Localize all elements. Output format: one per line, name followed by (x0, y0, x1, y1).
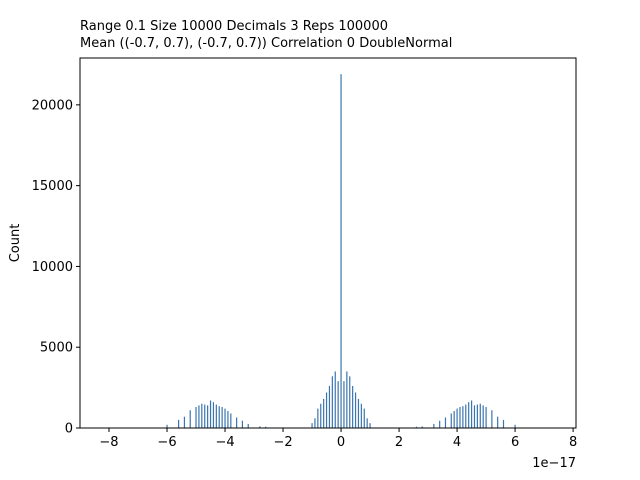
histogram-bar (497, 416, 499, 428)
histogram-bar (459, 407, 461, 428)
histogram-bar (346, 371, 348, 428)
histogram-bar (343, 381, 345, 428)
histogram-bar (450, 413, 452, 428)
x-tick-label: 6 (511, 435, 519, 450)
y-tick-label: 0 (65, 422, 73, 437)
histogram-bar (323, 398, 325, 428)
y-axis-ticks: 0 5000 10000 15000 20000 (32, 98, 80, 437)
plot-area-frame (79, 57, 577, 429)
histogram-bar (218, 406, 220, 428)
histogram-bar (178, 419, 180, 428)
histogram-bar (502, 419, 505, 428)
histogram-bar (331, 376, 333, 428)
y-tick-label: 10000 (32, 260, 73, 275)
histogram-bar (444, 417, 447, 428)
x-tick-label: −4 (215, 435, 234, 450)
histogram-bar (320, 403, 322, 428)
y-tick-label: 5000 (40, 341, 73, 356)
histogram-bar (236, 417, 238, 428)
histogram-bar (363, 408, 365, 428)
x-tick-label: −8 (99, 435, 118, 450)
histogram-bar (357, 398, 360, 428)
histogram-bar (317, 408, 319, 428)
x-axis-offset-label: 1e−17 (532, 456, 576, 471)
x-tick-label: 8 (569, 435, 577, 450)
histogram-bar (227, 411, 229, 428)
histogram-bar (189, 410, 191, 428)
histogram-bar (265, 426, 267, 428)
y-axis-label: Count (8, 224, 23, 263)
histogram-bar (241, 420, 244, 428)
histogram-bar (224, 408, 226, 428)
histogram-bar (479, 403, 481, 428)
histogram-bar (453, 411, 455, 428)
histogram-bar (209, 400, 212, 428)
histogram-bar (366, 418, 368, 428)
histogram-bar (456, 408, 458, 428)
y-tick-label: 15000 (32, 179, 73, 194)
x-tick-label: 2 (395, 435, 403, 450)
histogram-bar (360, 403, 362, 428)
histogram-bar (491, 410, 493, 428)
histogram-bar (198, 405, 200, 428)
x-tick-label: 0 (337, 435, 345, 450)
histogram-bar (334, 371, 336, 428)
histogram-bar (433, 423, 435, 428)
histogram-bar (340, 74, 342, 428)
histogram-bar (421, 426, 423, 428)
histogram-bar (439, 420, 441, 428)
y-tick-label: 20000 (32, 98, 73, 113)
x-tick-label: −2 (273, 435, 292, 450)
histogram-bar (476, 404, 478, 428)
x-tick-label: 4 (453, 435, 461, 450)
histogram-bar (468, 402, 470, 428)
histogram-bar (485, 407, 487, 428)
histogram-bar (221, 407, 223, 428)
histogram-bar (352, 385, 354, 428)
histogram-bar (212, 402, 215, 428)
histogram-bar (473, 405, 476, 428)
histogram-bar (311, 423, 313, 428)
histogram-bar (195, 407, 197, 428)
histogram-bar (415, 426, 418, 428)
histogram-bar (514, 424, 516, 428)
histogram-bar (166, 424, 168, 428)
histogram-bar (470, 400, 473, 428)
histogram-bar (328, 385, 331, 428)
histogram-bar (337, 381, 339, 428)
chart-title-line-1: Range 0.1 Size 10000 Decimals 3 Reps 100… (80, 19, 388, 34)
histogram-bar (465, 404, 467, 428)
histogram-bar (325, 392, 328, 428)
histogram-bar (354, 392, 357, 428)
x-axis-ticks: −8 −6 −4 −2 0 2 4 6 8 (99, 428, 577, 450)
histogram-bar (462, 406, 464, 428)
histogram-bar (183, 416, 186, 428)
chart-title-line-2: Mean ((-0.7, 0.7), (-0.7, 0.7)) Correlat… (80, 36, 452, 51)
histogram-bar (369, 423, 371, 428)
histogram-bar (230, 413, 232, 428)
histogram-bar (482, 405, 484, 428)
histogram-bar (349, 376, 351, 428)
histogram-bar (207, 405, 209, 428)
histogram-bar (247, 423, 249, 428)
histogram-bar (314, 418, 316, 428)
histogram-bar (204, 404, 206, 428)
histogram-bar (201, 403, 203, 428)
x-tick-label: −6 (157, 435, 176, 450)
histogram-bar (259, 426, 261, 428)
histogram-bars (166, 74, 516, 428)
histogram-bar (215, 404, 217, 428)
